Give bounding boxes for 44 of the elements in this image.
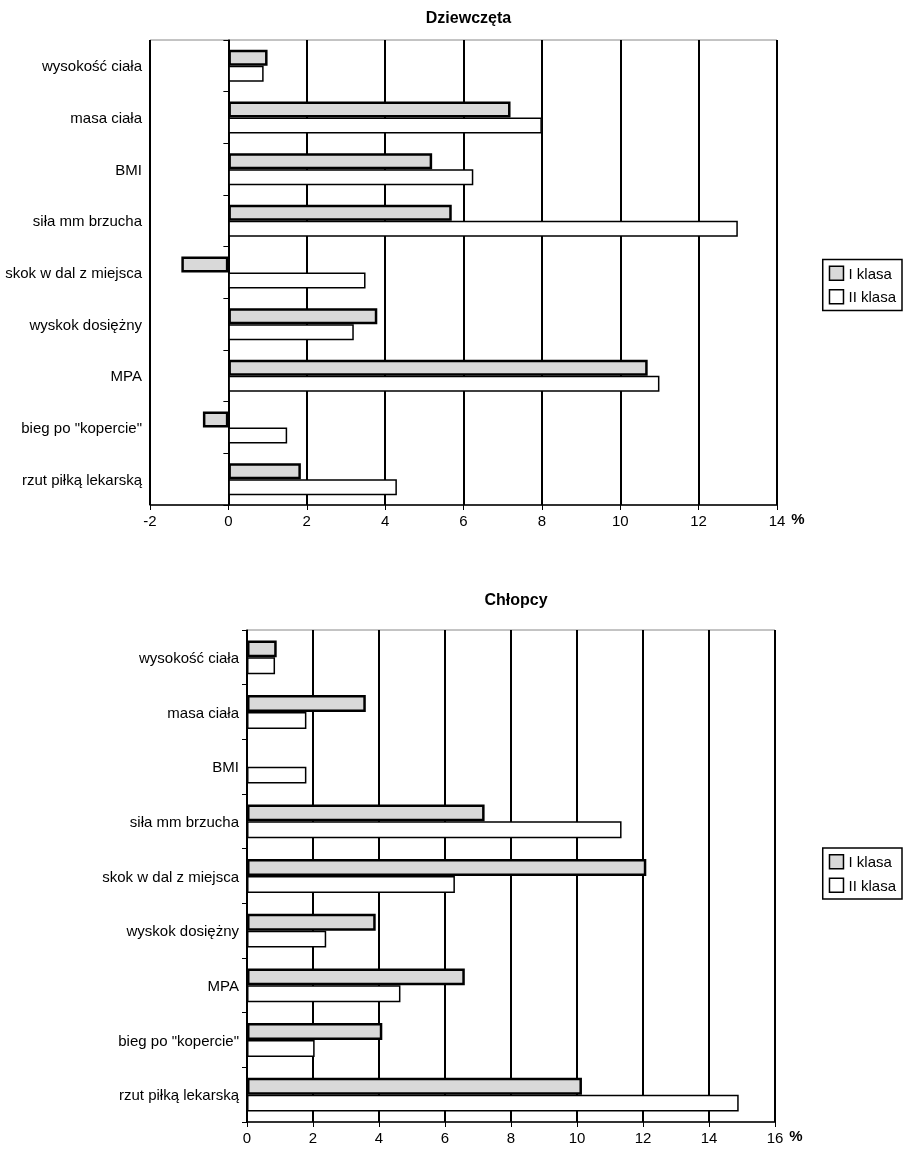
x-tick-label: 4 bbox=[374, 1129, 384, 1146]
chart-title: Chłopcy bbox=[484, 590, 548, 608]
x-tick-label: 0 bbox=[224, 512, 233, 529]
x-tick-label: 16 bbox=[766, 1129, 784, 1146]
x-axis-title: % bbox=[791, 510, 805, 527]
y-tick-label: BMI bbox=[115, 160, 142, 178]
y-tick-label: MPA bbox=[207, 976, 239, 994]
x-tick-label: 10 bbox=[568, 1129, 586, 1146]
legend-label: I klasa bbox=[848, 853, 893, 871]
legend-label: II klasa bbox=[848, 288, 897, 306]
y-tick-label: wysokość ciała bbox=[40, 57, 143, 75]
x-axis-title: % bbox=[789, 1127, 803, 1144]
x-tick-label: 12 bbox=[690, 512, 707, 529]
x-tick-label: 6 bbox=[440, 1129, 450, 1146]
legend-label: II klasa bbox=[848, 876, 897, 894]
y-tick-label: MPA bbox=[110, 367, 142, 385]
y-tick-label: wyskok dosiężny bbox=[28, 315, 143, 333]
x-tick-label: 0 bbox=[242, 1129, 252, 1146]
y-tick-label: masa ciała bbox=[167, 703, 240, 721]
y-tick-label: wyskok dosiężny bbox=[125, 922, 240, 940]
x-tick-label: 14 bbox=[700, 1129, 718, 1146]
y-tick-label: rzut piłką lekarską bbox=[21, 470, 143, 488]
x-tick-label: 12 bbox=[634, 1129, 652, 1146]
x-tick-label: 6 bbox=[459, 512, 468, 529]
y-tick-label: skok w dal z miejsca bbox=[5, 264, 143, 281]
y-tick-label: wysokość ciała bbox=[137, 648, 240, 666]
x-tick-label: 10 bbox=[611, 512, 629, 529]
legend-label: I klasa bbox=[848, 264, 893, 282]
chart-title: Dziewczęta bbox=[425, 8, 512, 26]
y-tick-label: bieg po "kopercie" bbox=[21, 419, 142, 436]
y-tick-label: masa ciała bbox=[70, 109, 143, 126]
x-tick-label: 4 bbox=[380, 512, 390, 529]
x-tick-label: 14 bbox=[768, 512, 786, 529]
x-tick-label: 2 bbox=[302, 512, 311, 529]
x-tick-label: -2 bbox=[143, 512, 157, 529]
y-tick-label: BMI bbox=[212, 758, 239, 776]
y-tick-label: rzut piłką lekarską bbox=[118, 1086, 240, 1104]
y-tick-label: skok w dal z miejsca bbox=[102, 867, 240, 885]
x-tick-label: 8 bbox=[537, 512, 547, 529]
x-tick-label: 2 bbox=[308, 1129, 318, 1146]
y-tick-label: siła mm brzucha bbox=[32, 212, 143, 230]
y-tick-label: bieg po "kopercie" bbox=[118, 1031, 239, 1049]
x-tick-label: 8 bbox=[506, 1129, 516, 1146]
y-tick-label: siła mm brzucha bbox=[129, 812, 240, 830]
